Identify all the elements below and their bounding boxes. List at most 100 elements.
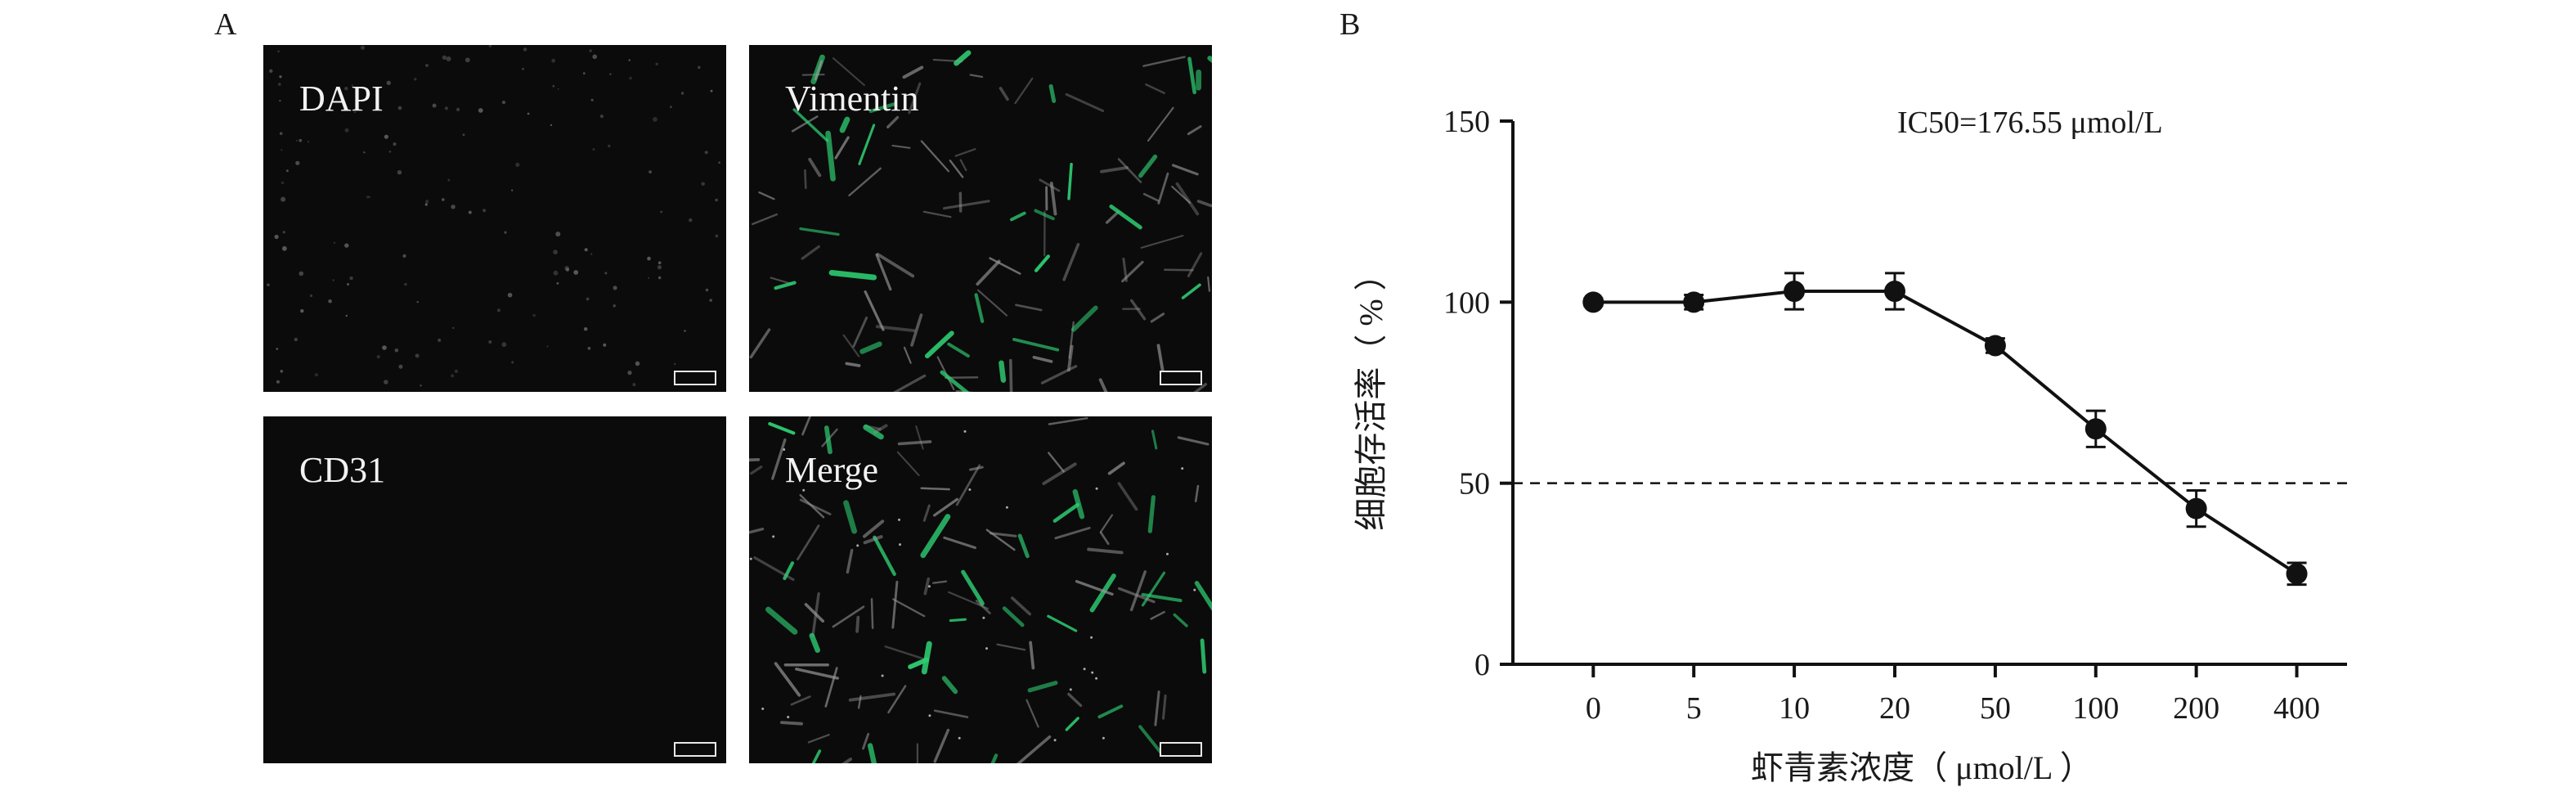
nucleus-dot — [772, 535, 775, 538]
nucleus-dot — [452, 326, 455, 329]
nucleus-dot — [653, 117, 657, 122]
vimentin-cell — [1067, 162, 1073, 200]
cell-fiber — [804, 169, 807, 190]
nucleus-dot — [802, 488, 806, 492]
nucleus-dot — [1091, 671, 1094, 674]
cell-fiber — [855, 615, 860, 633]
vimentin-cell — [799, 227, 840, 236]
cell-fiber — [1157, 172, 1169, 205]
nucleus-dot — [985, 647, 988, 650]
nucleus-dot — [366, 196, 370, 199]
nucleus-dot — [414, 78, 417, 81]
cell-fiber — [915, 425, 924, 450]
vimentin-cell — [940, 370, 970, 392]
nucleus-dot — [294, 337, 298, 342]
nucleus-dot — [280, 149, 283, 151]
nucleus-dot — [824, 467, 827, 470]
nucleus-dot — [582, 72, 586, 75]
vimentin-cell — [1034, 254, 1050, 272]
vimentin-cell — [1109, 204, 1142, 230]
nucleus-dot — [349, 276, 353, 281]
scale-bar — [1160, 742, 1202, 757]
nucleus-dot — [701, 182, 705, 187]
nucleus-dot — [590, 98, 594, 101]
nucleus-dot — [482, 209, 487, 213]
nucleus-dot — [415, 353, 420, 358]
nucleus-dot — [501, 101, 506, 105]
nucleus-dot — [613, 304, 616, 308]
x-tick-label: 200 — [2173, 691, 2219, 726]
micrograph-merge: Merge — [749, 416, 1212, 763]
cell-fiber — [999, 87, 1009, 101]
vimentin-cell — [974, 293, 985, 323]
nucleus-dot — [298, 271, 304, 277]
vimentin-cell — [1017, 533, 1030, 559]
nucleus-dot — [488, 45, 492, 47]
nucleus-dot — [553, 270, 559, 276]
data-point — [1784, 281, 1806, 303]
nucleus-dot — [553, 250, 558, 254]
viability-chart: IC50=176.55 μmol/L 细胞存活率（ % ） 虾青素浓度（ μmo… — [1353, 105, 2347, 786]
nucleus-dot — [444, 106, 448, 110]
cell-fiber — [749, 457, 761, 462]
nucleus-dot — [333, 241, 336, 244]
cell-fiber — [1048, 452, 1065, 473]
vimentin-cell — [920, 514, 951, 559]
nucleus-dot — [354, 111, 356, 114]
cell-fiber — [804, 603, 824, 623]
nucleus-dot — [344, 87, 348, 91]
nucleus-dot — [928, 714, 931, 717]
nucleus-dot — [295, 139, 298, 142]
nucleus-dot — [1005, 506, 1008, 509]
cell-fiber — [1177, 436, 1209, 446]
y-tick-label: 0 — [1474, 648, 1490, 682]
cell-fiber — [873, 424, 888, 434]
cell-fiber — [1196, 200, 1212, 208]
nucleus-dot — [710, 89, 713, 92]
vimentin-cell — [1070, 305, 1098, 332]
nucleus-dot — [1083, 668, 1086, 671]
cell-fiber — [891, 144, 911, 149]
nucleus-dot — [424, 203, 428, 206]
cell-fiber — [1087, 547, 1124, 555]
nucleus-dot — [698, 65, 701, 70]
cell-fiber — [949, 160, 964, 178]
vimentin-cell — [1151, 429, 1158, 450]
vimentin-cell — [811, 749, 822, 763]
cell-fiber — [791, 115, 819, 133]
cell-fiber — [832, 57, 865, 87]
nucleus-dot — [680, 92, 684, 95]
cell-fiber — [1150, 313, 1165, 323]
vimentin-cell — [1138, 154, 1158, 178]
vimentin-cell — [1200, 638, 1207, 674]
cell-fiber — [1142, 192, 1160, 202]
cell-fiber — [1062, 242, 1080, 281]
y-tick-label: 50 — [1459, 467, 1490, 501]
nucleus-dot — [404, 282, 407, 286]
x-tick-label: 0 — [1586, 691, 1601, 726]
nucleus-dot — [658, 276, 662, 280]
nucleus-dot — [501, 342, 507, 348]
cell-fiber — [864, 290, 885, 331]
nucleus-dot — [761, 707, 765, 710]
nucleus-dot — [345, 314, 348, 317]
cell-fiber — [892, 374, 927, 392]
vimentin-cell — [1147, 495, 1156, 533]
cell-fiber — [1194, 484, 1200, 502]
cell-fiber — [852, 317, 868, 348]
x-tick-label: 10 — [1779, 691, 1810, 726]
nucleus-dot — [704, 151, 708, 155]
nucleus-dot — [657, 261, 662, 265]
nucleus-dot — [314, 373, 318, 377]
nucleus-dot — [669, 106, 672, 109]
nucleus-dot — [344, 243, 349, 248]
cell-fiber — [933, 497, 958, 517]
nucleus-dot — [523, 47, 527, 52]
nucleus-dot — [280, 196, 286, 202]
vimentin-cell — [825, 130, 836, 182]
cell-fiber — [870, 598, 874, 629]
cell-fiber — [807, 734, 830, 744]
cell-fiber — [832, 605, 865, 628]
nucleus-dot — [442, 198, 445, 201]
nucleus-dot — [632, 383, 636, 387]
